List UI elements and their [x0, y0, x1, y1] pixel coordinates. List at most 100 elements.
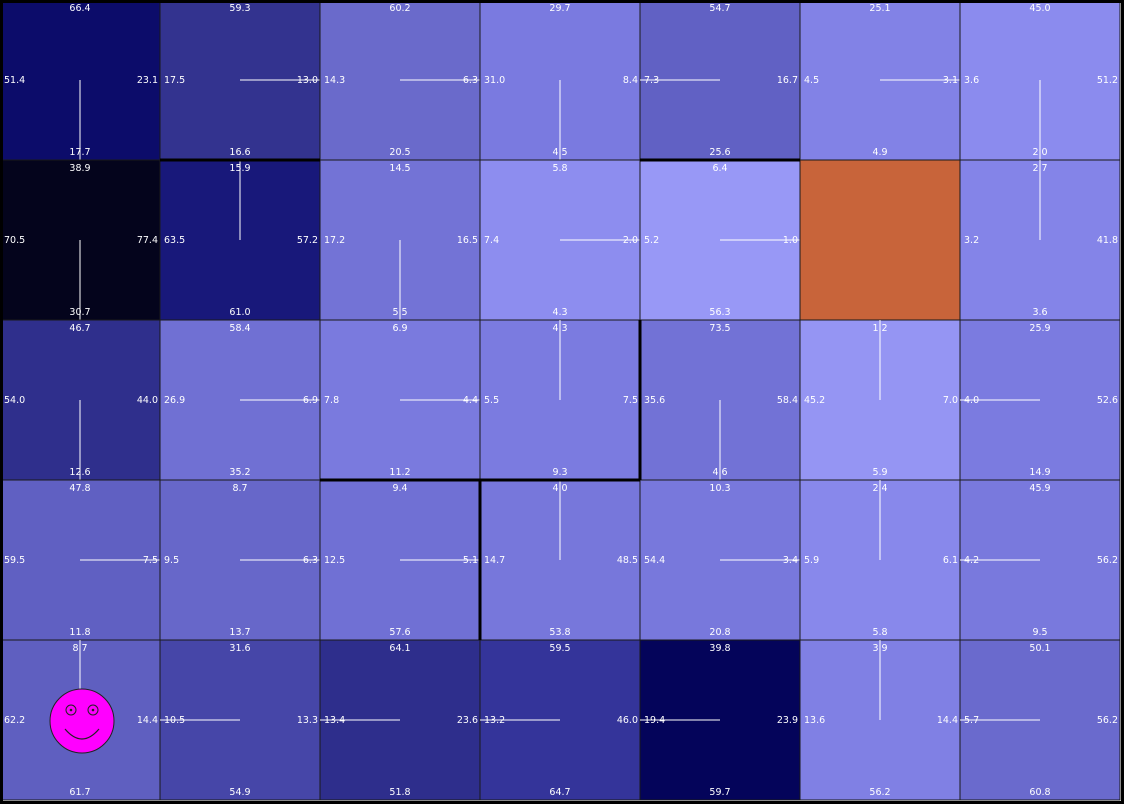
- q-value-right: 2.0: [623, 235, 638, 246]
- q-value-right: 58.4: [777, 395, 798, 406]
- q-value-down: 53.8: [549, 627, 570, 638]
- q-value-up: 25.9: [1029, 323, 1050, 334]
- q-value-up: 2.4: [872, 483, 887, 494]
- q-value-right: 23.6: [457, 715, 478, 726]
- grid-cell: 45.0 2.0 3.6 51.2: [959, 0, 1121, 161]
- q-value-left: 51.4: [4, 75, 25, 86]
- q-value-left: 14.3: [324, 75, 345, 86]
- grid-cell: 38.9 30.7 70.5 77.4: [0, 159, 161, 321]
- q-value-left: 17.2: [324, 235, 345, 246]
- q-value-right: 4.4: [463, 395, 478, 406]
- grid-cell: 31.6 54.9 10.5 13.3: [159, 639, 321, 801]
- q-value-up: 59.3: [229, 3, 250, 14]
- q-value-left: 7.4: [484, 235, 499, 246]
- grid-cell: 10.3 20.8 54.4 3.4: [639, 479, 801, 641]
- q-value-left: 5.7: [964, 715, 979, 726]
- q-value-down: 2.0: [1032, 147, 1047, 158]
- grid-cell: 54.7 25.6 7.3 16.7: [639, 0, 801, 161]
- q-value-right: 3.4: [783, 555, 798, 566]
- q-value-right: 7.5: [143, 555, 158, 566]
- wall-layer: [160, 158, 800, 640]
- q-value-down: 4.3: [552, 307, 567, 318]
- q-value-left: 54.0: [4, 395, 25, 406]
- smiley-agent-icon: [49, 688, 115, 754]
- q-value-down: 11.2: [389, 467, 410, 478]
- q-value-right: 13.0: [297, 75, 318, 86]
- q-value-down: 9.3: [552, 467, 567, 478]
- grid-cell: 60.2 20.5 14.3 6.3: [319, 0, 481, 161]
- agent-layer: [49, 688, 115, 754]
- q-value-down: 16.6: [229, 147, 250, 158]
- q-value-down: 56.3: [709, 307, 730, 318]
- q-value-left: 45.2: [804, 395, 825, 406]
- q-value-down: 12.6: [69, 467, 90, 478]
- grid-cell: 8.7 13.7 9.5 6.3: [159, 479, 321, 641]
- q-value-left: 4.2: [964, 555, 979, 566]
- q-value-up: 39.8: [709, 643, 730, 654]
- q-value-down: 61.0: [229, 307, 250, 318]
- q-value-left: 14.7: [484, 555, 505, 566]
- q-value-up: 4.0: [552, 483, 567, 494]
- grid-cell: 64.1 51.8 13.4 23.6: [319, 639, 481, 801]
- q-value-up: 14.5: [389, 163, 410, 174]
- q-value-up: 15.9: [229, 163, 250, 174]
- goal-cell: [799, 159, 961, 321]
- q-value-left: 3.2: [964, 235, 979, 246]
- q-value-right: 51.2: [1097, 75, 1118, 86]
- q-value-left: 5.5: [484, 395, 499, 406]
- q-value-up: 1.2: [872, 323, 887, 334]
- q-value-left: 10.5: [164, 715, 185, 726]
- grid-cell: 25.1 4.9 4.5 3.1: [799, 0, 961, 161]
- q-value-up: 58.4: [229, 323, 250, 334]
- cell-background: [799, 159, 961, 321]
- q-value-up: 4.3: [552, 323, 567, 334]
- q-value-right: 8.4: [623, 75, 638, 86]
- q-value-left: 35.6: [644, 395, 665, 406]
- q-value-right: 52.6: [1097, 395, 1118, 406]
- grid-cell: 45.9 9.5 4.2 56.2: [959, 479, 1121, 641]
- q-value-right: 5.1: [463, 555, 478, 566]
- q-value-down: 60.8: [1029, 787, 1050, 798]
- grid-cell: 4.0 53.8 14.7 48.5: [479, 479, 641, 641]
- grid-cell: 5.8 4.3 7.4 2.0: [479, 159, 641, 321]
- q-value-up: 59.5: [549, 643, 570, 654]
- q-value-left: 9.5: [164, 555, 179, 566]
- grid-cell: 39.8 59.7 19.4 23.9: [639, 639, 801, 801]
- q-value-right: 48.5: [617, 555, 638, 566]
- grid-cell: 2.4 5.8 5.9 6.1: [799, 479, 961, 641]
- grid-cell: 73.5 4.6 35.6 58.4: [639, 319, 801, 481]
- q-value-up: 25.1: [869, 3, 890, 14]
- q-value-down: 17.7: [69, 147, 90, 158]
- q-value-down: 11.8: [69, 627, 90, 638]
- grid-cell: 3.9 56.2 13.6 14.4: [799, 639, 961, 801]
- q-value-left: 62.2: [4, 715, 25, 726]
- q-value-up: 38.9: [69, 163, 90, 174]
- q-value-up: 6.9: [392, 323, 407, 334]
- grid-cell: 47.8 11.8 59.5 7.5: [0, 479, 161, 641]
- q-value-down: 13.7: [229, 627, 250, 638]
- q-value-up: 2.7: [1032, 163, 1047, 174]
- grid-cell: 29.7 4.5 31.0 8.4: [479, 0, 641, 161]
- grid-cell: 59.3 16.6 17.5 13.0: [159, 0, 321, 161]
- q-value-up: 54.7: [709, 3, 730, 14]
- q-value-down: 54.9: [229, 787, 250, 798]
- q-value-down: 57.6: [389, 627, 410, 638]
- q-value-up: 3.9: [872, 643, 887, 654]
- q-value-right: 6.3: [303, 555, 318, 566]
- q-value-down: 20.8: [709, 627, 730, 638]
- grid-cell: 6.9 11.2 7.8 4.4: [319, 319, 481, 481]
- q-value-up: 45.0: [1029, 3, 1050, 14]
- q-value-up: 66.4: [69, 3, 90, 14]
- q-value-up: 50.1: [1029, 643, 1050, 654]
- q-value-left: 4.5: [804, 75, 819, 86]
- grid-cell: 15.9 61.0 63.5 57.2: [159, 159, 321, 321]
- grid-cell: 1.2 5.9 45.2 7.0: [799, 319, 961, 481]
- q-value-down: 5.5: [392, 307, 407, 318]
- q-value-up: 45.9: [1029, 483, 1050, 494]
- q-value-left: 12.5: [324, 555, 345, 566]
- q-value-right: 16.5: [457, 235, 478, 246]
- q-value-down: 5.9: [872, 467, 887, 478]
